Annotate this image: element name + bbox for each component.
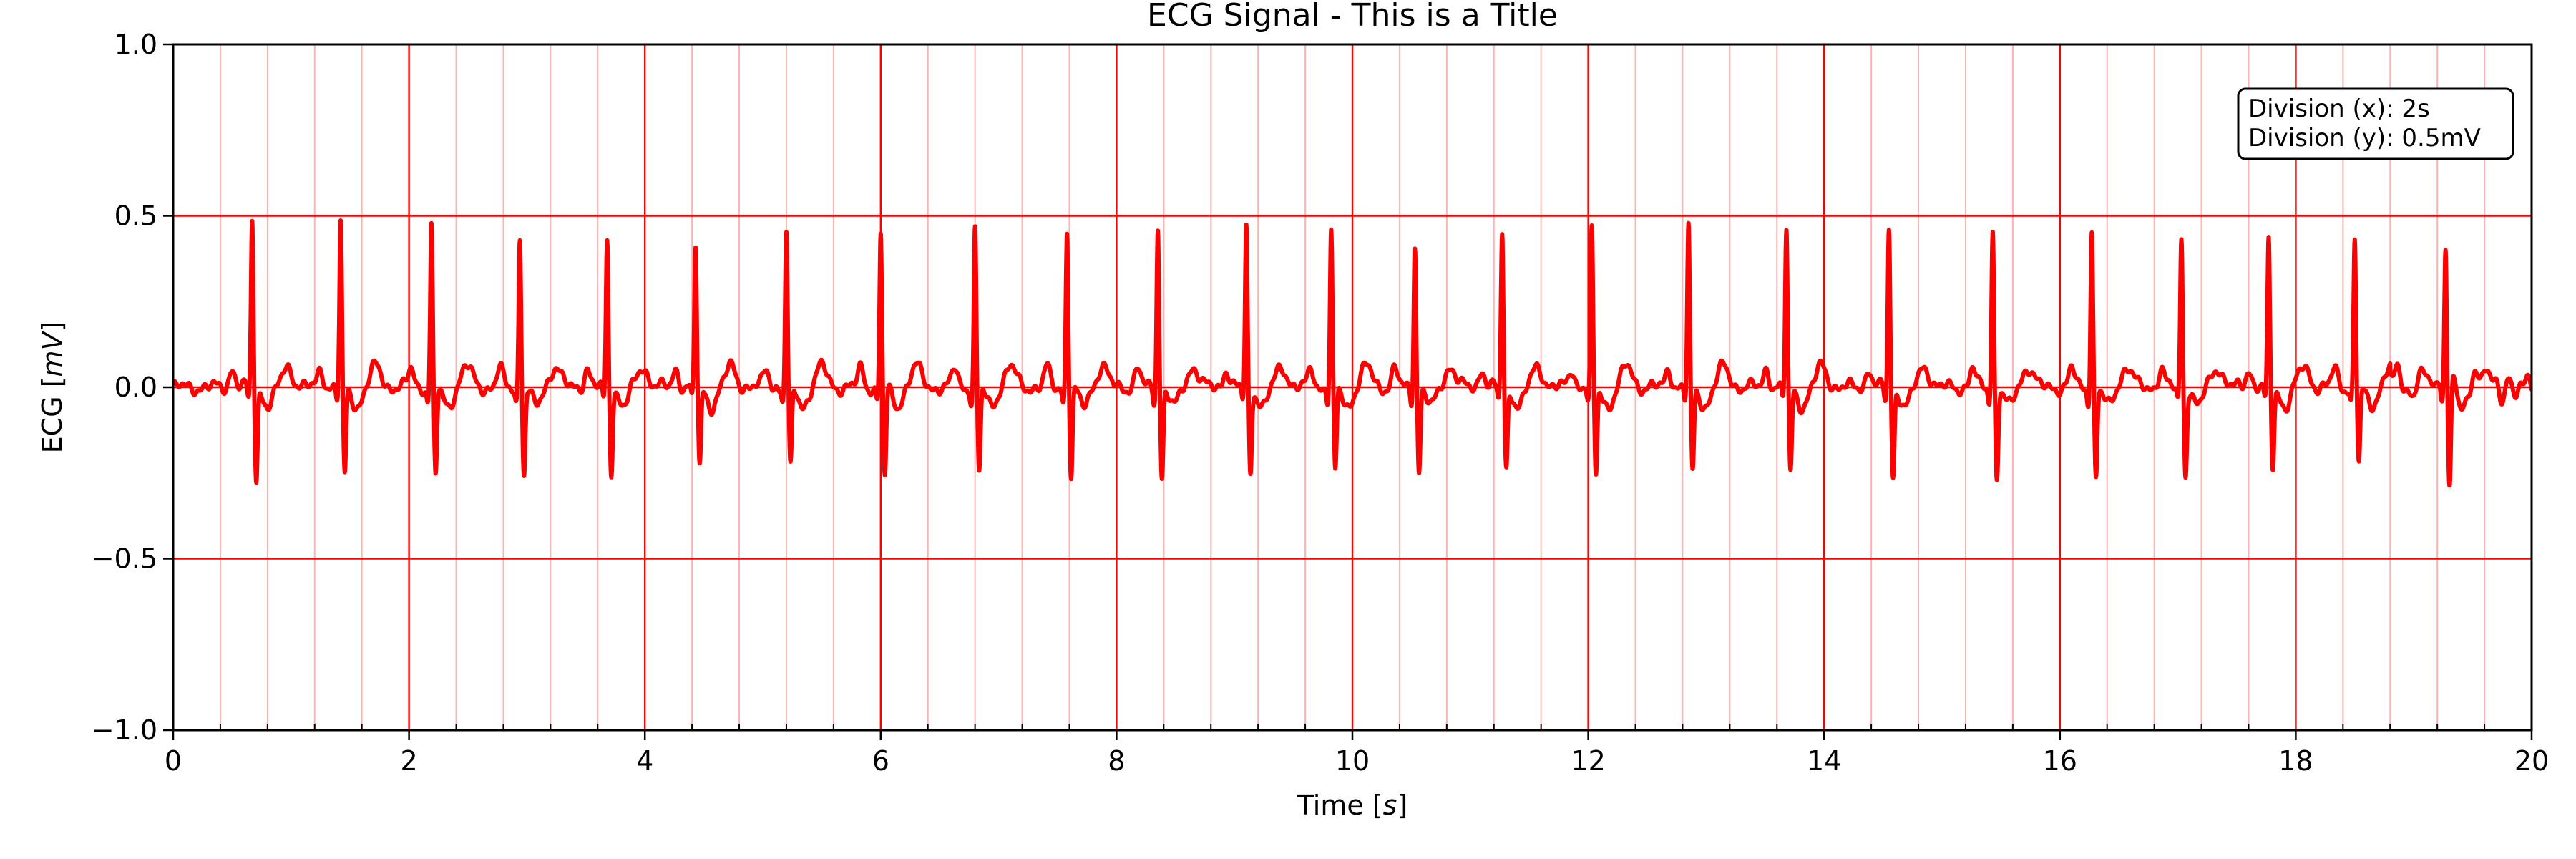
plot-area xyxy=(173,218,2532,488)
axes-frame xyxy=(172,43,2533,732)
annotation-box xyxy=(2237,87,2514,160)
y-tick-label: 0.0 xyxy=(114,372,157,403)
division-annotation: Division (x): 2s Division (y): 0.5mV xyxy=(2237,87,2514,160)
ecg-signal-line xyxy=(173,218,2532,488)
x-tick-label: 6 xyxy=(872,745,889,777)
x-tick-label: 10 xyxy=(1335,745,1370,777)
chart-title: ECG Signal - This is a Title xyxy=(1147,0,1558,34)
annotation-line-x: Division (x): 2s xyxy=(2248,94,2430,123)
y-tick-label: 0.5 xyxy=(114,200,157,232)
x-tick-label: 2 xyxy=(401,745,418,777)
x-tick-label: 12 xyxy=(1571,745,1605,777)
x-tick-label: 8 xyxy=(1108,745,1125,777)
y-tick-label: −1.0 xyxy=(92,714,157,746)
y-tick-label: −0.5 xyxy=(92,543,157,575)
x-tick-label: 16 xyxy=(2043,745,2077,777)
annotation-line-y: Division (y): 0.5mV xyxy=(2248,124,2481,152)
y-tick-label: 1.0 xyxy=(114,29,157,60)
y-axis-label: ECG [mV] xyxy=(36,321,68,454)
x-tick-label: 20 xyxy=(2514,745,2549,777)
x-tick-label: 14 xyxy=(1807,745,1841,777)
x-tick-label: 4 xyxy=(636,745,653,777)
x-tick-label: 0 xyxy=(165,745,182,777)
x-tick-label: 18 xyxy=(2278,745,2313,777)
x-axis-label: Time [s] xyxy=(1297,790,1408,821)
tick-labels: 0 2 4 6 8 10 12 14 16 18 20 −1.0 −0.5 0.0 0.5 1.0 xyxy=(92,29,2549,777)
